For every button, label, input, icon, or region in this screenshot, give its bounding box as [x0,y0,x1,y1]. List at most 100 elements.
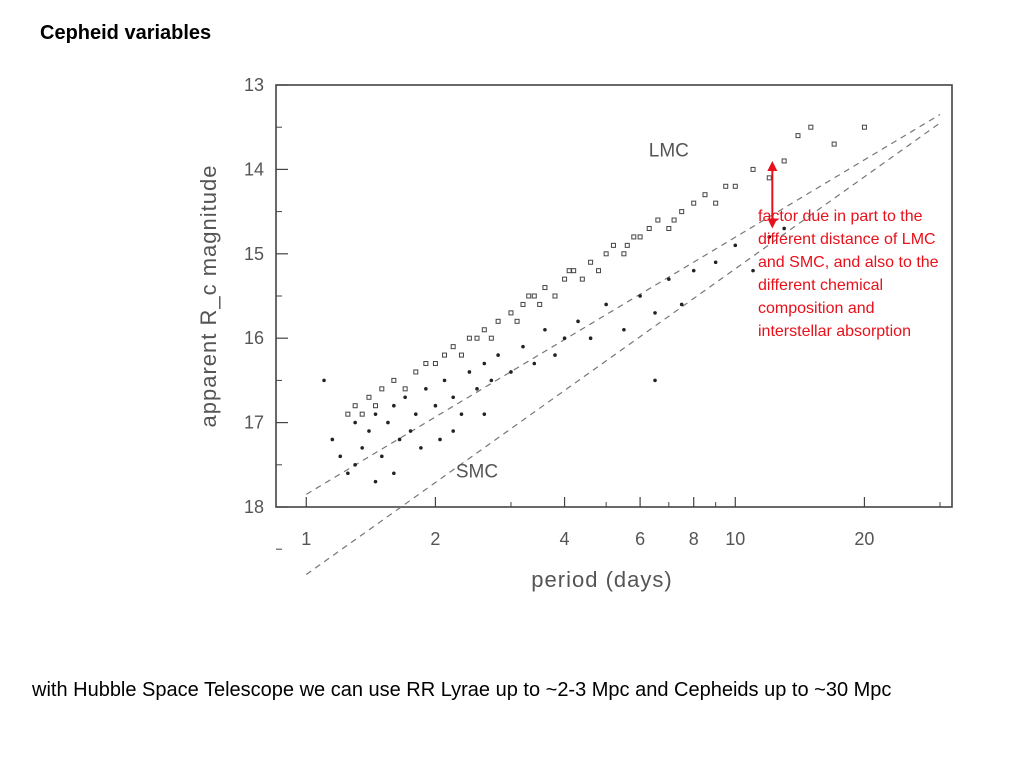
point-lmc [588,259,594,265]
point-lmc [520,301,526,307]
point-smc [467,370,472,374]
point-lmc [808,124,814,130]
arrow-head-top [767,160,778,171]
point-smc [403,395,407,400]
point-lmc [562,276,568,282]
y-tick-label: 14 [244,159,264,179]
point-lmc [621,251,627,257]
caption-text: with Hubble Space Telescope we can use R… [32,679,892,701]
point-smc [532,361,537,366]
data-points [322,124,867,484]
y-tick-label: 17 [244,413,264,433]
point-smc [482,361,487,366]
point-lmc [861,124,867,130]
point-lmc [571,268,577,274]
point-lmc [831,141,837,147]
point-lmc [646,225,652,231]
point-lmc [373,403,379,409]
point-lmc [488,335,494,341]
point-lmc [466,335,472,341]
point-lmc [531,293,537,299]
point-lmc [666,225,672,231]
x-axis-label: period (days) [531,567,672,592]
point-smc [751,268,755,273]
point-smc [408,429,413,433]
point-smc [380,454,384,459]
point-lmc [655,217,661,223]
point-lmc [432,361,438,367]
point-smc [553,353,557,357]
point-smc [330,437,335,442]
point-lmc [552,293,558,299]
point-smc [767,235,772,239]
point-smc [521,344,525,349]
x-tick-label: 20 [854,529,874,549]
point-smc [373,412,378,416]
x-tick-label: 2 [430,529,440,549]
point-smc [360,446,364,450]
point-lmc [495,318,501,324]
point-lmc [610,242,616,248]
point-smc [562,336,567,341]
point-smc [496,353,500,357]
point-smc [413,412,418,416]
point-smc [679,302,684,307]
point-smc [367,429,371,433]
point-lmc [442,352,448,358]
point-lmc [508,310,514,316]
point-lmc [481,327,487,333]
point-lmc [671,217,677,223]
point-lmc [379,386,385,392]
point-lmc [596,268,602,274]
point-lmc [537,301,543,307]
point-smc [442,378,447,383]
point-lmc [750,166,756,172]
point-smc [713,260,718,265]
point-lmc [723,183,729,189]
y-tick-label: 13 [244,75,264,95]
point-smc [638,294,642,298]
point-lmc [458,352,464,358]
point-lmc [542,285,548,291]
point-smc [475,387,479,391]
point-lmc [766,175,772,181]
point-lmc [781,158,787,164]
arrow-head-bottom [767,218,778,229]
point-smc [588,336,593,341]
point-lmc [402,386,408,392]
point-smc [353,420,357,425]
point-lmc [366,394,372,400]
point-lmc [345,411,351,417]
y-tick-label: 15 [244,244,264,264]
y-tick-label: 16 [244,328,264,348]
y-axis-label: apparent R_c magnitude [196,165,221,428]
point-lmc [631,234,637,240]
fit-lines [305,114,941,576]
point-smc [653,311,657,315]
series-labels: LMC SMC [456,141,689,483]
point-smc [622,327,626,332]
point-lmc [637,234,643,240]
point-lmc [679,209,685,215]
point-smc [782,226,786,231]
point-smc [451,429,455,433]
point-lmc [713,200,719,206]
y-tick-label: 18 [244,497,264,517]
point-lmc [514,318,520,324]
point-lmc [691,200,697,206]
offset-arrow [767,160,778,229]
point-smc [438,437,442,442]
point-smc [653,378,657,383]
point-smc [482,412,487,416]
series-label-lmc: LMC [649,141,689,162]
x-tick-label: 1 [301,529,311,549]
point-smc [373,479,378,484]
fit-line-smc [305,122,941,576]
point-lmc [579,276,585,282]
x-tick-label: 8 [689,529,699,549]
point-smc [353,463,357,467]
point-lmc [624,242,630,248]
point-smc [397,437,402,442]
x-tick-label: 10 [725,529,745,549]
